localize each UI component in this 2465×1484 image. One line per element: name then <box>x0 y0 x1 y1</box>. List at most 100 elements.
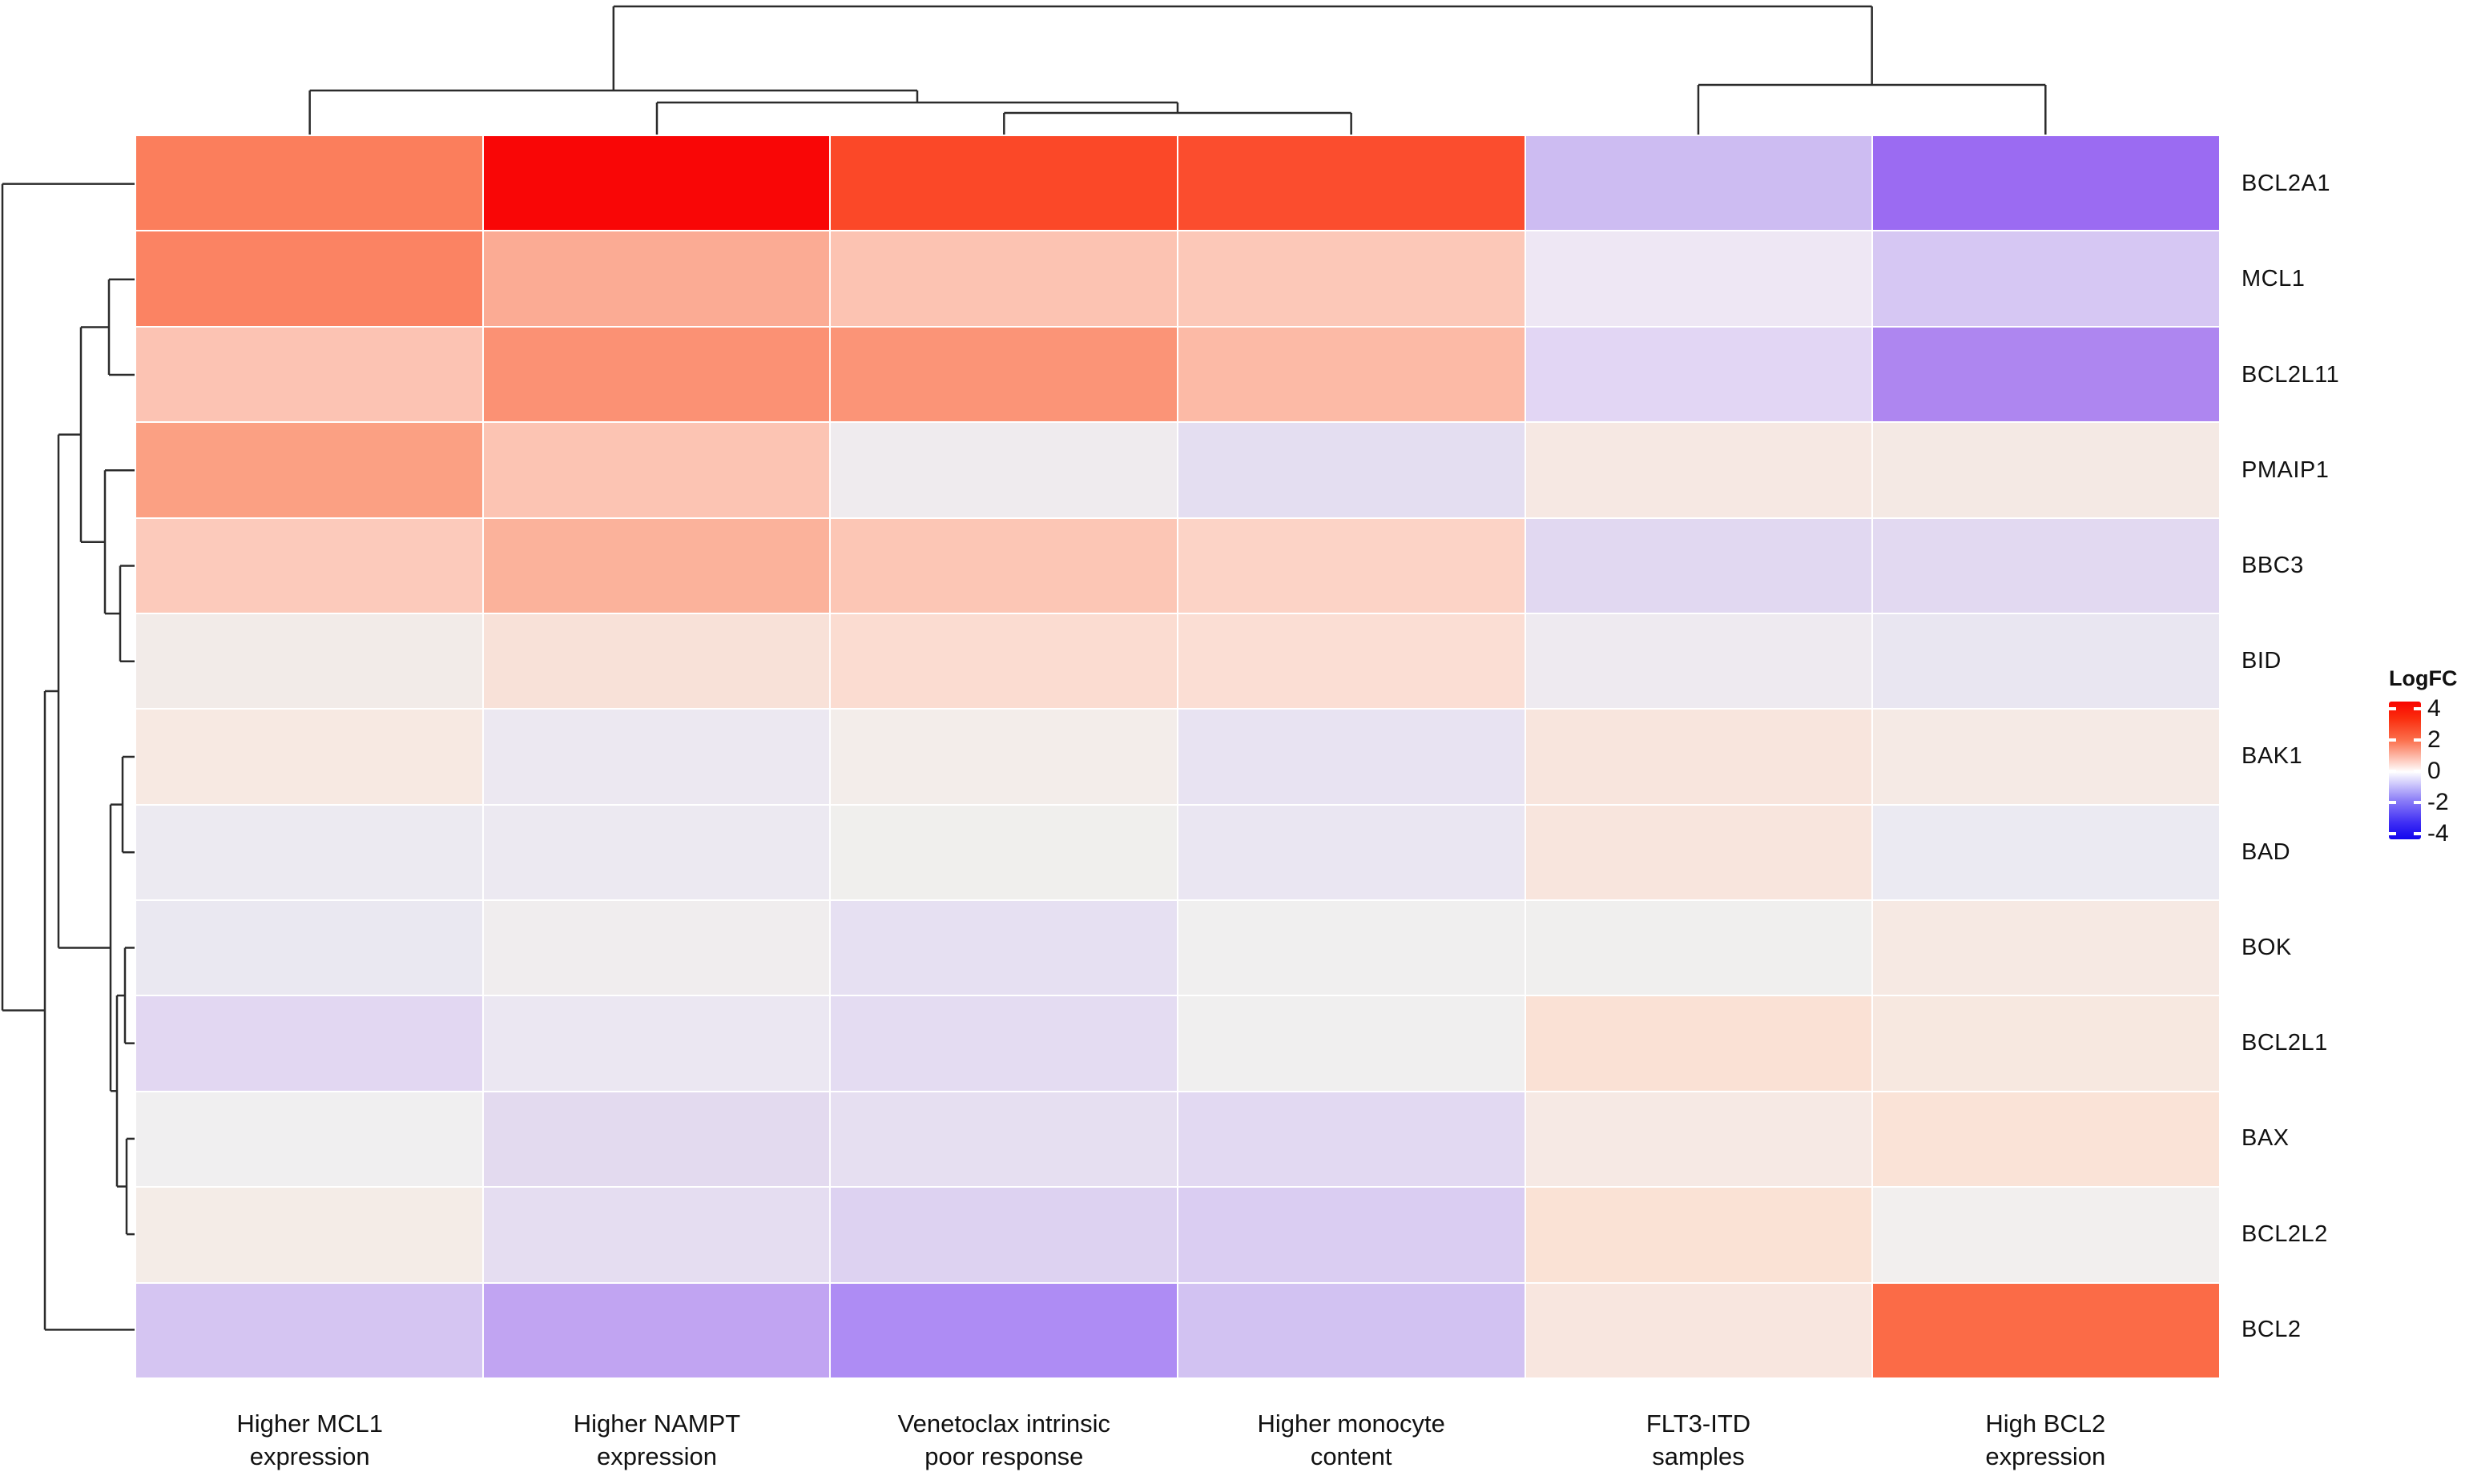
row-label: BCL2L11 <box>2241 361 2340 388</box>
colorbar <box>2389 702 2421 839</box>
legend-tick-notch <box>2389 738 2396 742</box>
column-labels: Higher MCL1 expression Higher NAMPT expre… <box>136 1408 2219 1484</box>
heatmap-cell <box>831 136 1177 231</box>
heatmap-grid <box>136 136 2219 1377</box>
row-label: BCL2L2 <box>2241 1221 2328 1247</box>
legend-tick-notch <box>2414 738 2421 742</box>
heatmap-cell <box>1525 327 1872 422</box>
heatmap-cell <box>1525 518 1872 613</box>
legend-tick-notch <box>2414 770 2421 773</box>
heatmap-cell <box>483 327 830 422</box>
heatmap-cell <box>136 901 482 995</box>
heatmap-cell <box>136 710 482 804</box>
heatmap-cell <box>831 231 1177 326</box>
heatmap-cell <box>483 805 830 900</box>
heatmap-cell <box>1525 1188 1872 1282</box>
heatmap-cell <box>136 1283 482 1377</box>
heatmap-cell <box>831 710 1177 804</box>
legend-title: LogFC <box>2389 666 2458 690</box>
heatmap-cell <box>831 327 1177 422</box>
heatmap-cell <box>1178 1283 1525 1377</box>
heatmap-cell <box>483 518 830 613</box>
heatmap-cell <box>831 901 1177 995</box>
heatmap-cell <box>1873 423 2219 517</box>
heatmap-cell <box>831 423 1177 517</box>
heatmap-cell <box>831 1283 1177 1377</box>
column-label: Higher NAMPT expression <box>573 1410 741 1470</box>
row-label: BAD <box>2241 839 2291 865</box>
heatmap-cell <box>1525 136 1872 231</box>
heatmap-cell <box>1525 231 1872 326</box>
heatmap-cell <box>136 231 482 326</box>
heatmap-cell <box>1525 996 1872 1091</box>
row-label: BBC3 <box>2241 553 2304 579</box>
heatmap-cell <box>1178 231 1525 326</box>
column-label: Higher MCL1 expression <box>236 1410 383 1470</box>
heatmap-cell <box>1178 327 1525 422</box>
heatmap-cell <box>483 901 830 995</box>
heatmap-cell <box>1873 231 2219 326</box>
heatmap-cell <box>1873 710 2219 804</box>
heatmap-cell <box>136 1188 482 1282</box>
heatmap-cell <box>1525 1092 1872 1187</box>
row-labels: BCL2A1 MCL1 BCL2L11 PMAIP1 BBC3 BID BAK1 BAD BOK… <box>2241 136 2450 1377</box>
heatmap-cell <box>483 613 830 709</box>
row-label: BAX <box>2241 1125 2290 1152</box>
heatmap-cell <box>1873 136 2219 231</box>
heatmap-cell <box>136 613 482 709</box>
heatmap-cell <box>1873 613 2219 709</box>
heatmap-cell <box>1873 1092 2219 1187</box>
heatmap-cell <box>136 136 482 231</box>
heatmap-cell <box>831 805 1177 900</box>
row-label: BCL2 <box>2241 1316 2302 1342</box>
heatmap-cell <box>1178 710 1525 804</box>
heatmap-cell <box>1525 1283 1872 1377</box>
heatmap-cell <box>831 996 1177 1091</box>
row-label: BCL2A1 <box>2241 171 2331 197</box>
column-label: Higher monocyte content <box>1257 1410 1445 1470</box>
heatmap-cell <box>136 805 482 900</box>
heatmap-cell <box>1178 423 1525 517</box>
heatmap-cell <box>136 327 482 422</box>
heatmap-cell <box>1178 518 1525 613</box>
heatmap-cell <box>1178 136 1525 231</box>
heatmap-cell <box>831 518 1177 613</box>
heatmap-cell <box>1525 901 1872 995</box>
heatmap-cell <box>1873 996 2219 1091</box>
heatmap-cell <box>483 710 830 804</box>
heatmap-cell <box>1525 710 1872 804</box>
heatmap-cell <box>1873 1188 2219 1282</box>
heatmap-cell <box>483 1092 830 1187</box>
legend-tick-notch <box>2389 832 2396 835</box>
heatmap-cell <box>1178 901 1525 995</box>
heatmap-cell <box>1873 518 2219 613</box>
heatmap-cell <box>1873 805 2219 900</box>
row-label: BID <box>2241 648 2282 674</box>
legend-tick-label: -4 <box>2427 820 2449 847</box>
heatmap-cell <box>483 231 830 326</box>
heatmap-cell <box>483 136 830 231</box>
legend-tick-notch <box>2414 832 2421 835</box>
heatmap-cell <box>1178 996 1525 1091</box>
column-dendrogram <box>308 5 2047 135</box>
heatmap-cell <box>136 1092 482 1187</box>
heatmap-cell <box>1178 1188 1525 1282</box>
heatmap-cell <box>1525 805 1872 900</box>
row-label: PMAIP1 <box>2241 456 2330 483</box>
row-label: BAK1 <box>2241 743 2303 770</box>
heatmap-cell <box>831 1188 1177 1282</box>
heatmap-cell <box>1178 1092 1525 1187</box>
heatmap-cell <box>1873 1283 2219 1377</box>
column-label: Venetoclax intrinsic poor response <box>897 1410 1111 1470</box>
legend-tick-notch <box>2389 707 2396 710</box>
column-label: FLT3-ITD samples <box>1645 1410 1751 1470</box>
heatmap-cell <box>483 423 830 517</box>
heatmap-cell <box>136 996 482 1091</box>
legend-tick-label: 2 <box>2427 726 2441 753</box>
heatmap-cell <box>1525 423 1872 517</box>
row-label: BCL2L1 <box>2241 1030 2328 1056</box>
row-dendrogram <box>1 183 135 1331</box>
colorbar-legend: LogFC 4 2 0 -2 -4 <box>2386 666 2465 851</box>
heatmap-cell <box>1873 901 2219 995</box>
heatmap-cell <box>136 423 482 517</box>
